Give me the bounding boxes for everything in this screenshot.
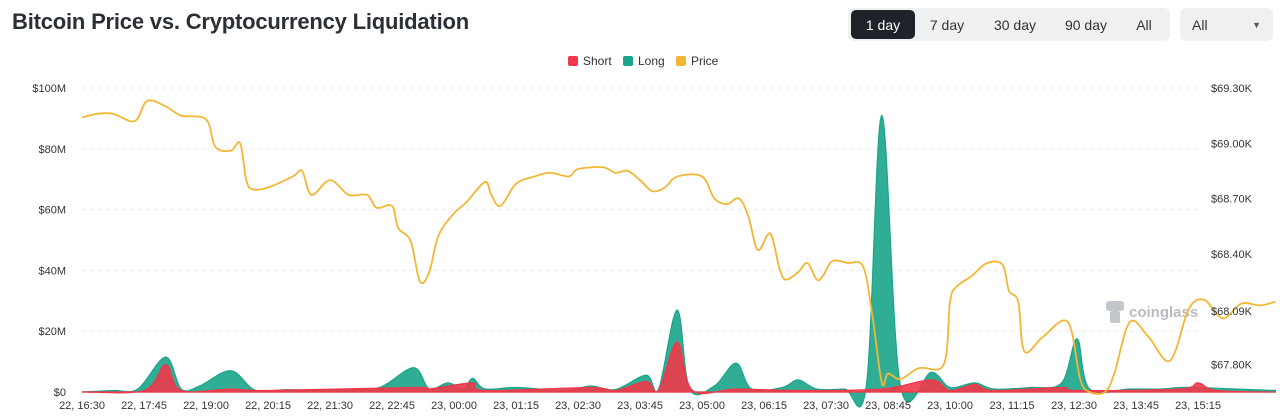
legend-label-short[interactable]: Short xyxy=(583,54,612,68)
y-left-tick-label: $60M xyxy=(38,205,66,217)
y-right-tick-label: $69.00K xyxy=(1211,138,1253,150)
x-tick-label: 23, 00:00 xyxy=(431,400,477,412)
x-tick-label: 22, 17:45 xyxy=(121,400,167,412)
y-left-tick-label: $40M xyxy=(38,265,66,277)
x-tick-label: 23, 06:15 xyxy=(741,400,787,412)
chart-legend: Short Long Price xyxy=(568,54,719,68)
x-tick-label: 23, 01:15 xyxy=(493,400,539,412)
coin-select-value: All xyxy=(1192,16,1208,33)
coin-select[interactable]: All ▼ xyxy=(1180,8,1273,41)
x-tick-label: 22, 19:00 xyxy=(183,400,229,412)
y-left-tick-label: $80M xyxy=(38,144,66,156)
page-title: Bitcoin Price vs. Cryptocurrency Liquida… xyxy=(12,9,469,34)
legend-swatch-short xyxy=(568,56,578,66)
legend-label-long[interactable]: Long xyxy=(638,54,665,68)
range-1-day-button[interactable]: 1 day xyxy=(851,10,915,39)
x-tick-label: 23, 08:45 xyxy=(865,400,911,412)
y-right-tick-label: $68.09K xyxy=(1211,306,1253,318)
y-right-tick-label: $68.40K xyxy=(1211,249,1253,261)
chevron-down-icon: ▼ xyxy=(1252,19,1261,30)
x-tick-label: 23, 11:15 xyxy=(989,400,1034,412)
legend-label-price[interactable]: Price xyxy=(691,54,719,68)
range-90-day-button[interactable]: 90 day xyxy=(1064,16,1108,33)
price-line xyxy=(81,99,1276,395)
x-tick-label: 22, 22:45 xyxy=(369,400,415,412)
coinglass-watermark: coinglass xyxy=(1106,301,1198,323)
x-tick-label: 22, 20:15 xyxy=(245,400,291,412)
y-right-tick-label: $68.70K xyxy=(1211,194,1253,206)
liquidation-areas xyxy=(81,114,1277,408)
range-30-day-button[interactable]: 30 day xyxy=(993,16,1037,33)
x-tick-label: 22, 16:30 xyxy=(59,400,105,412)
price-line-layer xyxy=(81,99,1276,395)
y-left-tick-label: $20M xyxy=(38,326,66,338)
time-range-selector: 1 day 7 day 30 day 90 day All xyxy=(848,8,1170,41)
x-tick-label: 23, 15:15 xyxy=(1175,400,1221,412)
y-left-tick-label: $0 xyxy=(54,387,66,399)
x-tick-label: 23, 12:30 xyxy=(1051,400,1097,412)
y-left-tick-label: $100M xyxy=(32,83,66,95)
watermark-text: coinglass xyxy=(1129,304,1198,321)
coinglass-logo-icon xyxy=(1106,301,1124,323)
x-tick-label: 23, 03:45 xyxy=(617,400,663,412)
y-right-tick-label: $69.30K xyxy=(1211,83,1253,95)
x-tick-label: 23, 02:30 xyxy=(555,400,601,412)
grid-lines xyxy=(82,87,1198,393)
axes: $0 $20M $40M $60M $80M $100M $67.80K $68.09K $68… xyxy=(32,83,1252,412)
y-right-tick-label: $67.80K xyxy=(1211,359,1253,371)
short-liquidation-area xyxy=(81,341,1276,395)
x-tick-label: 23, 07:30 xyxy=(803,400,849,412)
range-7-day-button[interactable]: 7 day xyxy=(929,16,965,33)
legend-swatch-price xyxy=(676,56,686,66)
range-all-button[interactable]: All xyxy=(1136,16,1152,33)
x-tick-label: 23, 10:00 xyxy=(927,400,973,412)
x-tick-label: 23, 13:45 xyxy=(1113,400,1159,412)
x-tick-label: 22, 21:30 xyxy=(307,400,353,412)
legend-swatch-long xyxy=(623,56,633,66)
x-tick-label: 23, 05:00 xyxy=(679,400,725,412)
